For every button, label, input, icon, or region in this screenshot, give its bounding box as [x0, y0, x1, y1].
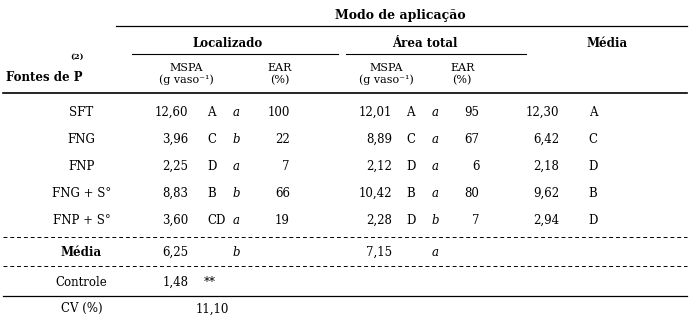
Text: C: C — [207, 133, 216, 146]
Text: 22: 22 — [275, 133, 290, 146]
Text: 7: 7 — [472, 214, 480, 227]
Text: A: A — [406, 106, 415, 119]
Text: 2,25: 2,25 — [162, 160, 188, 173]
Text: C: C — [589, 133, 598, 146]
Text: 1,48: 1,48 — [162, 276, 188, 289]
Text: 7: 7 — [282, 160, 290, 173]
Text: FNP: FNP — [68, 160, 95, 173]
Text: a: a — [432, 106, 439, 119]
Text: MSPA
(g vaso⁻¹): MSPA (g vaso⁻¹) — [159, 63, 214, 85]
Text: 2,28: 2,28 — [366, 214, 392, 227]
Text: 12,60: 12,60 — [155, 106, 188, 119]
Text: 8,83: 8,83 — [162, 187, 188, 200]
Text: 95: 95 — [464, 106, 480, 119]
Text: FNG + S°: FNG + S° — [52, 187, 111, 200]
Text: b: b — [233, 246, 240, 258]
Text: 6,25: 6,25 — [162, 246, 188, 258]
Text: 7,15: 7,15 — [366, 246, 392, 258]
Text: a: a — [233, 160, 239, 173]
Text: a: a — [233, 106, 239, 119]
Text: 3,96: 3,96 — [162, 133, 188, 146]
Text: CV (%): CV (%) — [61, 302, 102, 315]
Text: 67: 67 — [464, 133, 480, 146]
Text: A: A — [207, 106, 215, 119]
Text: a: a — [432, 246, 439, 258]
Text: a: a — [233, 214, 239, 227]
Text: 100: 100 — [268, 106, 290, 119]
Text: **: ** — [204, 276, 216, 289]
Text: B: B — [207, 187, 216, 200]
Text: Controle: Controle — [55, 276, 108, 289]
Text: D: D — [589, 214, 598, 227]
Text: b: b — [432, 214, 440, 227]
Text: 19: 19 — [275, 214, 290, 227]
Text: 3,60: 3,60 — [162, 214, 188, 227]
Text: 2,94: 2,94 — [533, 214, 559, 227]
Text: 66: 66 — [275, 187, 290, 200]
Text: D: D — [207, 160, 217, 173]
Text: b: b — [233, 187, 240, 200]
Text: FNG: FNG — [68, 133, 95, 146]
Text: 6: 6 — [472, 160, 480, 173]
Text: Fontes de P: Fontes de P — [6, 71, 82, 84]
Text: 80: 80 — [464, 187, 480, 200]
Text: Área total: Área total — [392, 37, 457, 49]
Text: b: b — [233, 133, 240, 146]
Text: Média: Média — [586, 37, 628, 49]
Text: D: D — [406, 214, 416, 227]
Text: B: B — [589, 187, 598, 200]
Text: (2): (2) — [70, 52, 84, 61]
Text: 2,18: 2,18 — [533, 160, 559, 173]
Text: C: C — [406, 133, 415, 146]
Text: a: a — [432, 187, 439, 200]
Text: EAR
(%): EAR (%) — [450, 63, 475, 85]
Text: MSPA
(g vaso⁻¹): MSPA (g vaso⁻¹) — [359, 63, 414, 85]
Text: FNP + S°: FNP + S° — [52, 214, 110, 227]
Text: Modo de aplicação: Modo de aplicação — [335, 9, 466, 22]
Text: 11,10: 11,10 — [196, 302, 229, 315]
Text: 12,30: 12,30 — [525, 106, 559, 119]
Text: Média: Média — [61, 246, 102, 258]
Text: A: A — [589, 106, 597, 119]
Text: 2,12: 2,12 — [366, 160, 392, 173]
Text: D: D — [589, 160, 598, 173]
Text: 10,42: 10,42 — [358, 187, 392, 200]
Text: B: B — [406, 187, 415, 200]
Text: CD: CD — [207, 214, 226, 227]
Text: SFT: SFT — [69, 106, 94, 119]
Text: Localizado: Localizado — [193, 37, 263, 49]
Text: D: D — [406, 160, 416, 173]
Text: 12,01: 12,01 — [359, 106, 392, 119]
Text: 9,62: 9,62 — [533, 187, 559, 200]
Text: a: a — [432, 133, 439, 146]
Text: EAR
(%): EAR (%) — [267, 63, 292, 85]
Text: 6,42: 6,42 — [533, 133, 559, 146]
Text: a: a — [432, 160, 439, 173]
Text: 8,89: 8,89 — [366, 133, 392, 146]
